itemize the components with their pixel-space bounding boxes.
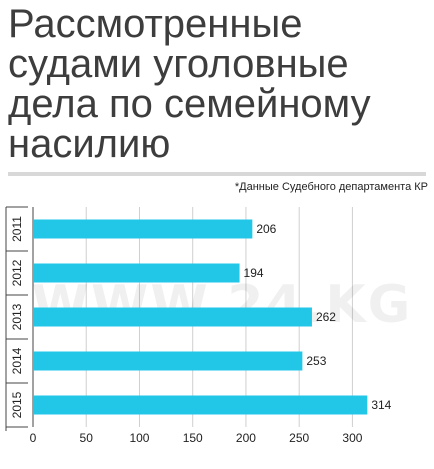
bar-2012 (33, 263, 240, 283)
data-label-2015: 314 (371, 398, 391, 412)
x-tick-label-0: 0 (30, 431, 37, 445)
source-note: *Данные Судебного департамента КР (234, 181, 428, 193)
data-label-2014: 253 (306, 354, 326, 368)
data-label-2013: 262 (316, 310, 336, 324)
data-label-2011: 206 (256, 222, 276, 236)
category-label-2014: 2014 (10, 347, 24, 374)
chart-title: Рассмотренные судами уголовные дела по с… (8, 4, 428, 164)
category-label-2011: 2011 (10, 216, 24, 242)
bar-2011 (33, 219, 253, 239)
category-label-2013: 2013 (10, 303, 24, 330)
category-label-2012: 2012 (10, 259, 24, 286)
bar-2014 (33, 351, 303, 371)
title-line-1: Рассмотренные (8, 2, 303, 46)
x-tick-label-250: 250 (289, 431, 309, 445)
x-tick-label-100: 100 (129, 431, 149, 445)
category-label-2015: 2015 (10, 391, 24, 418)
data-label-2012: 194 (244, 266, 264, 280)
title-line-4: насилию (8, 122, 171, 166)
bar-2015 (33, 395, 368, 415)
title-line-2: судами уголовные (8, 42, 349, 86)
title-line-3: дела по семейному (8, 82, 371, 126)
x-tick-label-200: 200 (236, 431, 256, 445)
x-tick-label-50: 50 (80, 431, 94, 445)
bar-2013 (33, 307, 312, 327)
x-tick-label-300: 300 (342, 431, 362, 445)
x-tick-label-150: 150 (183, 431, 203, 445)
title-divider (8, 172, 426, 176)
